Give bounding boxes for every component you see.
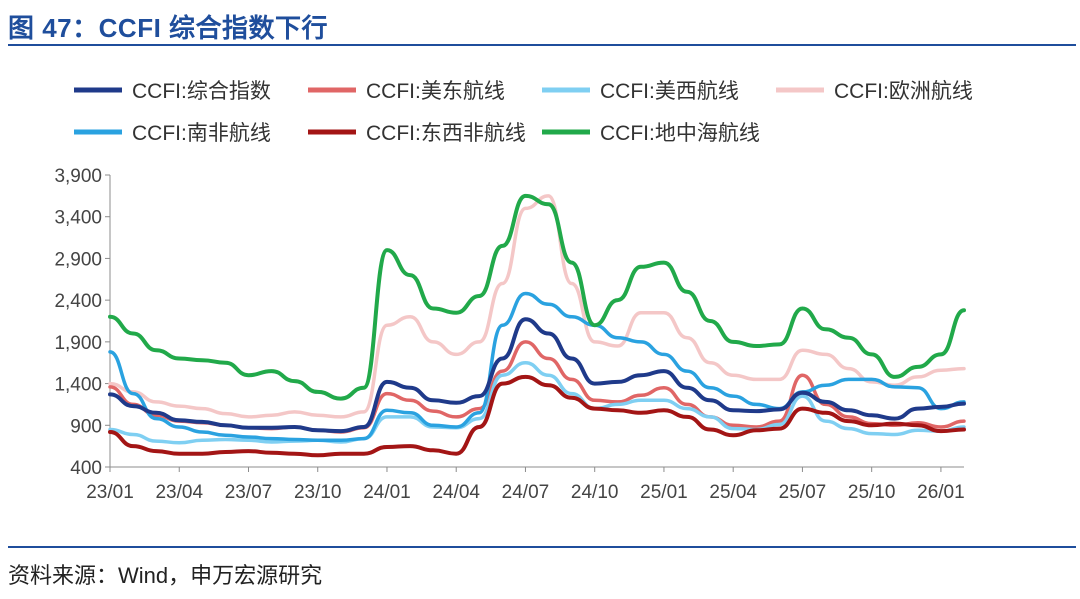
y-tick-label: 1,900 xyxy=(54,333,102,354)
y-tick-label: 900 xyxy=(70,416,102,437)
footer-divider xyxy=(8,546,1076,548)
series-line-ccfi-地中海航线 xyxy=(108,193,966,401)
source-note: 资料来源：Wind，申万宏源研究 xyxy=(8,563,323,588)
legend-label: CCFI:美西航线 xyxy=(600,80,739,103)
x-tick-label: 24/01 xyxy=(363,482,411,503)
x-tick-label: 24/04 xyxy=(432,482,480,503)
chart: CCFI:综合指数 CCFI:美东航线 CCFI:美西航线 CCFI:欧洲航线 CCFI… xyxy=(54,80,973,503)
series-line-ccfi-东西非航线 xyxy=(108,374,966,458)
y-tick-label: 400 xyxy=(70,458,102,479)
legend: CCFI:综合指数 CCFI:美东航线 CCFI:美西航线 CCFI:欧洲航线 CCFI… xyxy=(74,80,973,145)
y-tick-label: 3,400 xyxy=(54,208,102,229)
series-line-ccfi-南非航线 xyxy=(108,291,966,443)
x-tick-label: 24/07 xyxy=(502,482,550,503)
y-tick-label: 2,900 xyxy=(54,249,102,270)
series-line-ccfi-欧洲航线 xyxy=(108,194,966,419)
chart-title: 图 47：CCFI 综合指数下行 xyxy=(8,13,329,43)
tick-labels: 400 900 1,400 1,900 2,400 2,900 3,400 3,900 23/0… xyxy=(54,166,964,503)
legend-label: CCFI:东西非航线 xyxy=(366,122,526,145)
chart-axes xyxy=(105,174,964,472)
legend-label: CCFI:综合指数 xyxy=(132,80,271,103)
x-tick-label: 25/04 xyxy=(709,482,757,503)
series-line-ccfi-美西航线 xyxy=(108,360,966,445)
x-tick-label: 24/10 xyxy=(571,482,619,503)
y-tick-label: 1,400 xyxy=(54,375,102,396)
y-tick-label: 2,400 xyxy=(54,291,102,312)
title-divider xyxy=(8,44,1076,46)
x-tick-label: 23/01 xyxy=(86,482,134,503)
legend-label: CCFI:南非航线 xyxy=(132,122,271,145)
x-tick-label: 23/10 xyxy=(294,482,342,503)
legend-label: CCFI:欧洲航线 xyxy=(834,80,973,103)
x-tick-label: 25/01 xyxy=(640,482,688,503)
x-tick-label: 25/07 xyxy=(779,482,827,503)
legend-label: CCFI:地中海航线 xyxy=(600,122,760,145)
y-tick-label: 3,900 xyxy=(54,166,102,187)
legend-label: CCFI:美东航线 xyxy=(366,80,505,103)
series-line-ccfi-综合指数 xyxy=(108,317,966,434)
x-tick-label: 25/10 xyxy=(848,482,896,503)
x-tick-label: 23/07 xyxy=(225,482,273,503)
series-lines xyxy=(108,193,966,458)
x-tick-label: 26/01 xyxy=(917,482,965,503)
x-tick-label: 23/04 xyxy=(155,482,203,503)
